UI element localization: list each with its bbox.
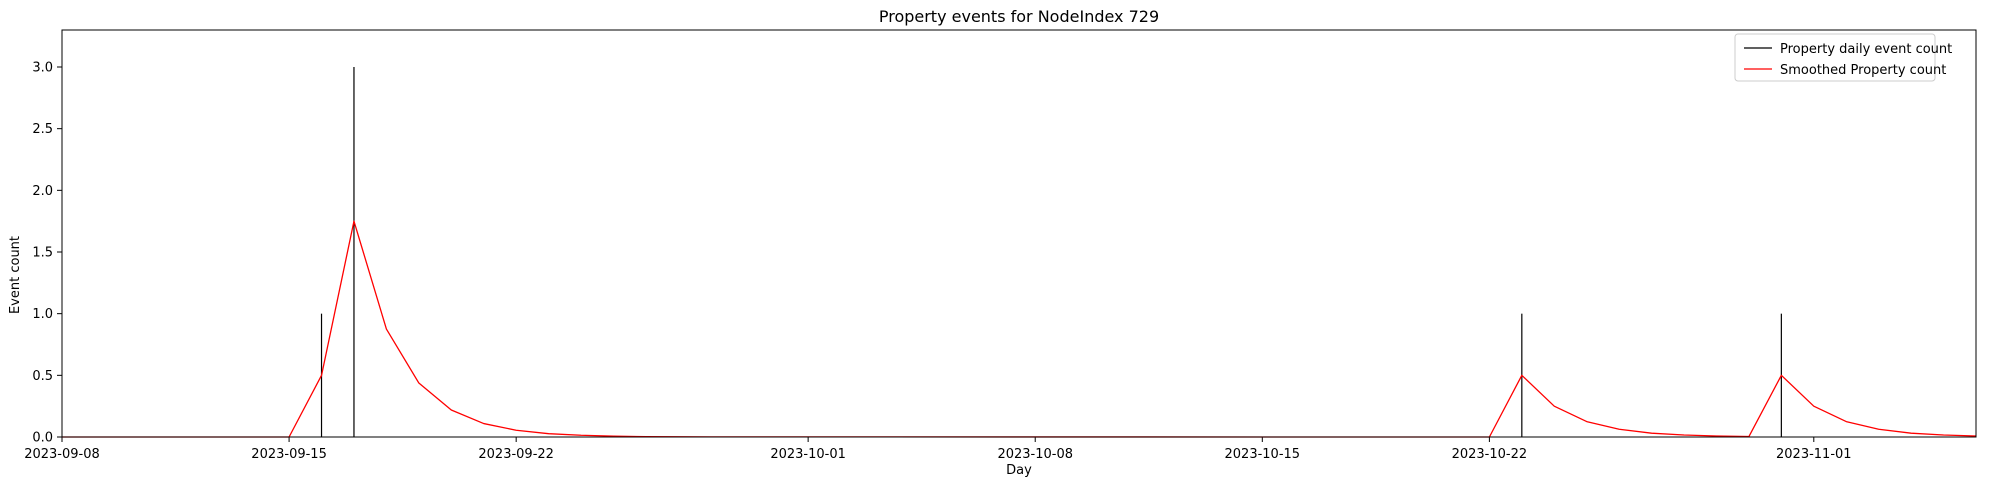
smoothed-count-line — [62, 220, 1977, 438]
legend-box — [1734, 33, 1936, 82]
x-axis-label: Day — [1006, 463, 1032, 478]
x-tick-label: 2023-10-22 — [1452, 447, 1528, 462]
y-tick-label: 1.0 — [32, 307, 53, 322]
x-tick-label: 2023-10-15 — [1225, 447, 1301, 462]
x-tick-label: 2023-11-01 — [1776, 447, 1852, 462]
legend-label-smoothed: Smoothed Property count — [1780, 63, 1946, 78]
y-tick-label: 2.5 — [32, 122, 53, 137]
y-tick-label: 0.0 — [32, 431, 53, 446]
x-tick-label: 2023-10-08 — [997, 447, 1073, 462]
axes-frame — [61, 29, 1977, 438]
legend-label-event-count: Property daily event count — [1780, 42, 1952, 57]
x-tick-label: 2023-10-01 — [770, 447, 846, 462]
x-tick-label: 2023-09-15 — [251, 447, 327, 462]
y-tick-label: 1.5 — [32, 246, 53, 261]
y-axis-label: Event count — [8, 236, 23, 314]
chart-title: Property events for NodeIndex 729 — [879, 7, 1159, 26]
legend: Property daily event count Smoothed Prop… — [1734, 33, 1952, 82]
y-tick-label: 2.0 — [32, 184, 53, 199]
x-tick-label: 2023-09-22 — [478, 447, 554, 462]
y-tick-label: 3.0 — [32, 61, 53, 76]
y-tick-label: 0.5 — [32, 369, 53, 384]
plot-area: 0.0 0.5 1.0 1.5 2.0 2.5 3.0 2023-09-08 2023-09-1… — [24, 29, 1977, 462]
x-tick-label: 2023-09-08 — [24, 447, 100, 462]
